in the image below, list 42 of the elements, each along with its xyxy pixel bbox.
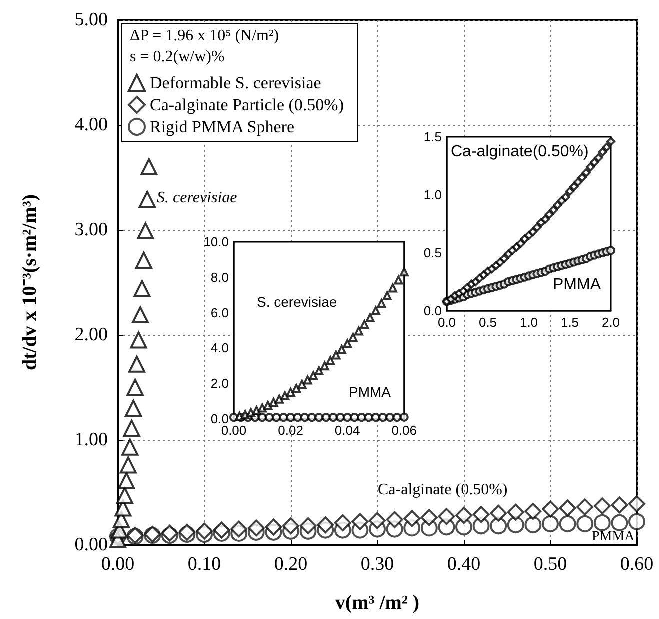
y-tick-label: 2.00 <box>74 324 108 346</box>
legend-label: Rigid PMMA Sphere <box>150 118 295 136</box>
y-tick-label: 5.00 <box>74 10 108 30</box>
annotation: ΔP = 1.96 x 10⁵ (N/m²) <box>130 28 280 44</box>
legend-label: Ca-alginate Particle (0.50%) <box>150 96 344 114</box>
x-tick-label: 0.04 <box>334 423 360 438</box>
x-tick-label: 0.5 <box>478 315 498 330</box>
annotation: Ca-alginate(0.50%) <box>451 144 589 160</box>
y-tick-label: 8.0 <box>210 270 229 285</box>
x-axis-title: v(m³ /m² ) <box>335 592 420 614</box>
annotation: PMMA <box>553 276 602 294</box>
annotation: PMMA <box>349 384 392 400</box>
x-tick-label: 0.00 <box>101 554 135 575</box>
x-tick-label: 1.0 <box>520 315 538 330</box>
annotation: S. cerevisiae <box>257 294 338 310</box>
annotation: PMMA <box>592 530 636 544</box>
y-tick-label: 10.0 <box>204 234 229 250</box>
x-tick-label: 0.40 <box>447 554 481 575</box>
annotation: Ca-alginate (0.50%) <box>378 482 508 498</box>
y-axis-title: dt/dv x 10⁻³(s·m²/m³) <box>19 194 41 371</box>
y-tick-label: 1.5 <box>424 130 442 144</box>
x-tick-label: 0.02 <box>278 423 304 438</box>
y-tick-label: 4.0 <box>210 340 229 356</box>
x-tick-label: 0.06 <box>392 423 418 438</box>
x-tick-label: 0.50 <box>534 554 568 575</box>
y-tick-label: 2.0 <box>210 376 229 392</box>
legend-label: Deformable S. cerevisiae <box>150 74 322 92</box>
annotation: s = 0.2(w/w)% <box>130 48 225 66</box>
y-tick-label: 3.00 <box>74 220 108 240</box>
y-tick-label: 6.0 <box>210 305 229 320</box>
y-tick-label: 1.0 <box>424 188 442 202</box>
annotation: S. cerevisiae <box>157 190 238 206</box>
y-tick-label: 0.00 <box>74 534 108 556</box>
x-tick-label: 0.10 <box>188 554 222 575</box>
y-tick-label: 1.00 <box>74 430 108 450</box>
x-tick-label: 0.60 <box>620 554 654 575</box>
y-tick-label: 4.00 <box>74 114 108 136</box>
x-tick-label: 2.0 <box>602 315 620 330</box>
x-tick-label: 1.5 <box>560 315 580 330</box>
x-tick-label: 0.20 <box>274 554 308 575</box>
y-tick-label: 0.5 <box>424 246 442 260</box>
x-tick-label: 0.30 <box>360 554 394 575</box>
